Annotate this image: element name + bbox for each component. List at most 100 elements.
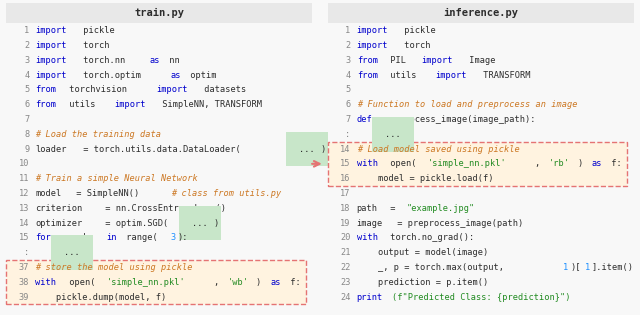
FancyBboxPatch shape [6, 3, 312, 23]
Text: nn: nn [164, 56, 179, 65]
Text: range(: range( [121, 233, 157, 242]
Text: # class from utils.py: # class from utils.py [171, 189, 281, 198]
Text: ...: ... [385, 130, 401, 139]
Text: optim: optim [185, 71, 216, 79]
Text: import: import [35, 56, 67, 65]
FancyBboxPatch shape [328, 3, 634, 23]
Text: 14: 14 [19, 219, 29, 227]
Text: torch.no_grad():: torch.no_grad(): [385, 233, 474, 242]
Text: 18: 18 [340, 204, 351, 213]
Text: 1: 1 [563, 263, 568, 272]
Text: as: as [271, 278, 281, 287]
Text: 14: 14 [340, 145, 351, 153]
Text: # Function to load and preprocess an image: # Function to load and preprocess an ima… [356, 100, 577, 109]
Text: 'rb': 'rb' [549, 159, 570, 168]
Text: = SimpleNN(): = SimpleNN() [71, 189, 145, 198]
Text: (f"Predicted Class: {prediction}"): (f"Predicted Class: {prediction}") [392, 293, 571, 301]
Text: TRANSFORM: TRANSFORM [478, 71, 531, 79]
Text: = nn.CrossEntropyLoss(): = nn.CrossEntropyLoss() [100, 204, 225, 213]
Text: with: with [356, 159, 378, 168]
Text: torch: torch [399, 41, 431, 50]
Text: = optim.SGD(: = optim.SGD( [100, 219, 168, 227]
Text: f:: f: [606, 159, 622, 168]
Text: 13: 13 [19, 204, 29, 213]
Text: prediction = p.item(): prediction = p.item() [356, 278, 488, 287]
Text: datasets: datasets [199, 85, 246, 94]
FancyBboxPatch shape [328, 142, 627, 186]
Text: :: : [346, 130, 351, 139]
Text: import: import [35, 71, 67, 79]
Text: utils: utils [385, 71, 422, 79]
Text: 7: 7 [346, 115, 351, 124]
Text: 11: 11 [19, 174, 29, 183]
Text: import: import [356, 26, 388, 35]
Text: in: in [107, 233, 117, 242]
Text: 2: 2 [346, 41, 351, 50]
Text: import: import [435, 71, 467, 79]
Text: 1: 1 [585, 263, 590, 272]
Text: 37: 37 [19, 263, 29, 272]
Text: ): ) [214, 219, 219, 227]
Text: path: path [356, 204, 378, 213]
Text: output = model(image): output = model(image) [356, 248, 488, 257]
Text: 12: 12 [19, 189, 29, 198]
Text: 4: 4 [24, 71, 29, 79]
Text: 9: 9 [24, 145, 29, 153]
Text: epoch: epoch [57, 233, 93, 242]
Text: import: import [356, 41, 388, 50]
Text: for: for [35, 233, 51, 242]
Text: =: = [385, 204, 401, 213]
Text: 24: 24 [340, 293, 351, 301]
FancyBboxPatch shape [6, 260, 306, 305]
Text: open(: open( [64, 278, 95, 287]
Text: f:: f: [285, 278, 301, 287]
Text: 39: 39 [19, 293, 29, 301]
Text: 15: 15 [19, 233, 29, 242]
Text: import: import [114, 100, 145, 109]
Text: criterion: criterion [35, 204, 83, 213]
Text: Image: Image [463, 56, 495, 65]
Text: torch.optim: torch.optim [78, 71, 147, 79]
Text: torchvision: torchvision [64, 85, 132, 94]
Text: ): ) [321, 145, 326, 153]
Text: 5: 5 [346, 85, 351, 94]
Text: 'simple_nn.pkl': 'simple_nn.pkl' [107, 278, 186, 287]
Text: ): ) [257, 278, 267, 287]
Text: as: as [171, 71, 181, 79]
Text: 21: 21 [340, 248, 351, 257]
Text: pickle: pickle [78, 26, 115, 35]
Text: 'wb': 'wb' [228, 278, 249, 287]
Text: # Load the training data: # Load the training data [35, 130, 161, 139]
Text: _, p = torch.max(output,: _, p = torch.max(output, [356, 263, 509, 272]
Text: 17: 17 [340, 189, 351, 198]
Text: )[: )[ [570, 263, 581, 272]
Text: 23: 23 [340, 278, 351, 287]
Text: preprocess_image(image_path):: preprocess_image(image_path): [378, 115, 536, 124]
Text: ):: ): [178, 233, 188, 242]
Text: from: from [356, 56, 378, 65]
Text: 5: 5 [24, 85, 29, 94]
Text: as: as [150, 56, 160, 65]
Text: PIL: PIL [385, 56, 412, 65]
Text: "example.jpg": "example.jpg" [406, 204, 475, 213]
Text: # Train a simple Neural Network: # Train a simple Neural Network [35, 174, 198, 183]
Text: ].item(): ].item() [592, 263, 634, 272]
Text: import: import [421, 56, 452, 65]
Text: 22: 22 [340, 263, 351, 272]
Text: pickle: pickle [399, 26, 436, 35]
Text: image: image [356, 219, 383, 227]
Text: model: model [35, 189, 61, 198]
Text: with: with [356, 233, 378, 242]
Text: 3: 3 [346, 56, 351, 65]
Text: :: : [24, 248, 29, 257]
Text: from: from [35, 100, 56, 109]
Text: ): ) [577, 159, 588, 168]
Text: ...: ... [299, 145, 315, 153]
Text: SimpleNN, TRANSFORM: SimpleNN, TRANSFORM [157, 100, 262, 109]
Text: from: from [356, 71, 378, 79]
Text: 4: 4 [346, 71, 351, 79]
Text: ...: ... [64, 248, 80, 257]
Text: from: from [35, 85, 56, 94]
Text: torch: torch [78, 41, 109, 50]
Text: 20: 20 [340, 233, 351, 242]
